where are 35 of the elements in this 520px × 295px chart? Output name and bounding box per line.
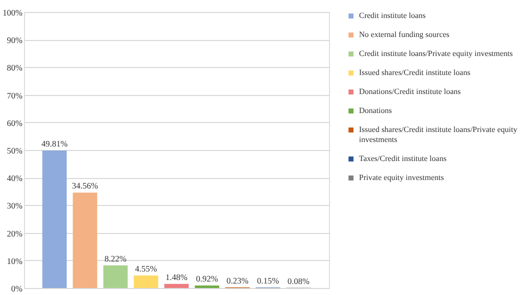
data-label: 1.48%	[166, 272, 188, 282]
legend-label: Private equity investments	[359, 173, 444, 182]
bar	[72, 192, 98, 288]
y-tick-label: 0%	[11, 284, 22, 294]
data-label: 4.55%	[135, 263, 157, 274]
data-label: 0.92%	[196, 273, 218, 284]
y-tick-label: 50%	[6, 146, 22, 156]
data-label: 8.22%	[104, 253, 126, 264]
legend-label: Credit institute loans/Private equity investments	[359, 49, 513, 58]
y-tick-label: 40%	[6, 173, 22, 184]
legend-label: Issued shares/Credit institute loans	[359, 68, 470, 77]
y-tick-label: 20%	[6, 228, 22, 238]
bar	[164, 284, 189, 288]
legend-label: Taxes/Credit institute loans	[359, 154, 446, 163]
y-tick-label: 100%	[2, 8, 22, 18]
data-label: 34.56%	[72, 180, 98, 191]
legend-label: Issued shares/Credit institute loans/Private equity investments	[359, 125, 518, 144]
y-tick-label: 30%	[6, 200, 22, 211]
bar	[194, 285, 220, 288]
legend-label: Donations	[359, 106, 392, 115]
data-label: 49.81%	[41, 138, 68, 149]
y-tick-label: 60%	[6, 118, 22, 128]
bar	[103, 265, 128, 288]
legend-label: No external funding sources	[359, 30, 450, 39]
bar	[134, 275, 158, 288]
data-label: 0.15%	[257, 276, 279, 286]
legend-label: Credit institute loans	[359, 11, 426, 20]
y-tick-label: 70%	[6, 90, 22, 100]
bar	[42, 150, 67, 288]
y-tick-label: 10%	[6, 256, 22, 266]
legend-label: Donations/Credit institute loans	[359, 87, 461, 96]
y-tick-label: 80%	[6, 62, 22, 73]
y-tick-label: 90%	[6, 35, 22, 46]
data-label: 0.23%	[226, 275, 248, 286]
data-label: 0.08%	[288, 276, 310, 286]
